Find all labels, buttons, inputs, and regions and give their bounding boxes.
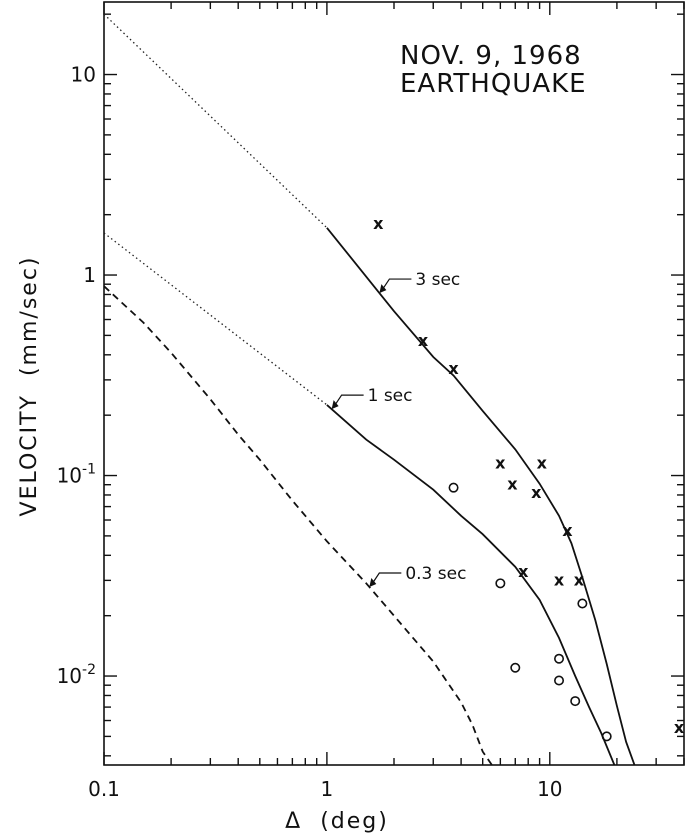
chart-title-line-1: NOV. 9, 1968 (400, 41, 582, 71)
plot-frame (103, 1, 685, 766)
observation-x-marker: x (674, 718, 685, 737)
y-tick-label: 10-2 (57, 662, 96, 688)
y-tick-label: 10-1 (57, 462, 96, 488)
observation-x-marker: x (507, 475, 518, 494)
annotation-leader (380, 278, 412, 292)
observation-x-marker: x (373, 214, 384, 233)
observation-x-marker: x (518, 562, 529, 581)
observation-o-marker (495, 578, 506, 589)
observation-x-marker: x (448, 359, 459, 378)
chart-title-line-2: EARTHQUAKE (400, 69, 587, 99)
x-tick-label: 1 (321, 777, 334, 801)
annotation-arrowhead (379, 284, 387, 294)
observation-x-marker: x (495, 453, 506, 472)
y-axis-label: VELOCITY (mm/sec) (17, 256, 42, 517)
observation-o-marker (510, 662, 521, 673)
observation-o-marker (448, 482, 459, 493)
annotation-arrowhead (331, 400, 339, 410)
observation-o-marker (570, 696, 581, 707)
series-3-sec-extrapolation (103, 13, 328, 229)
annotation-label: 3 sec (415, 270, 460, 290)
annotation-arrowhead (369, 578, 377, 588)
series-1-sec-extrapolation (103, 232, 328, 406)
observation-x-marker: x (554, 570, 565, 589)
annotation-leader (370, 572, 402, 586)
series-1-sec-line (326, 404, 616, 766)
observation-x-marker: x (418, 331, 429, 350)
y-tick-label: 10 (71, 63, 96, 87)
observation-o-marker (577, 598, 588, 609)
x-axis-label: Δ (deg) (285, 809, 389, 834)
annotation-leader (333, 394, 364, 408)
annotation-label: 1 sec (368, 386, 413, 406)
series-3-sec-line (326, 227, 636, 766)
observation-x-marker: x (574, 570, 585, 589)
observation-o-marker (601, 731, 612, 742)
observation-o-marker (554, 675, 565, 686)
y-tick-label: 1 (83, 263, 96, 287)
title-block: NOV. 9, 1968 EARTHQUAKE (400, 41, 587, 99)
observation-x-marker: x (537, 453, 548, 472)
annotation-label: 0.3 sec (405, 564, 466, 584)
series-03-sec-line (103, 285, 493, 766)
observation-x-marker: x (562, 521, 573, 540)
x-tick-label: 0.1 (88, 777, 120, 801)
observation-x-marker: x (531, 483, 542, 502)
x-tick-label: 10 (537, 777, 562, 801)
observation-o-marker (554, 653, 565, 664)
